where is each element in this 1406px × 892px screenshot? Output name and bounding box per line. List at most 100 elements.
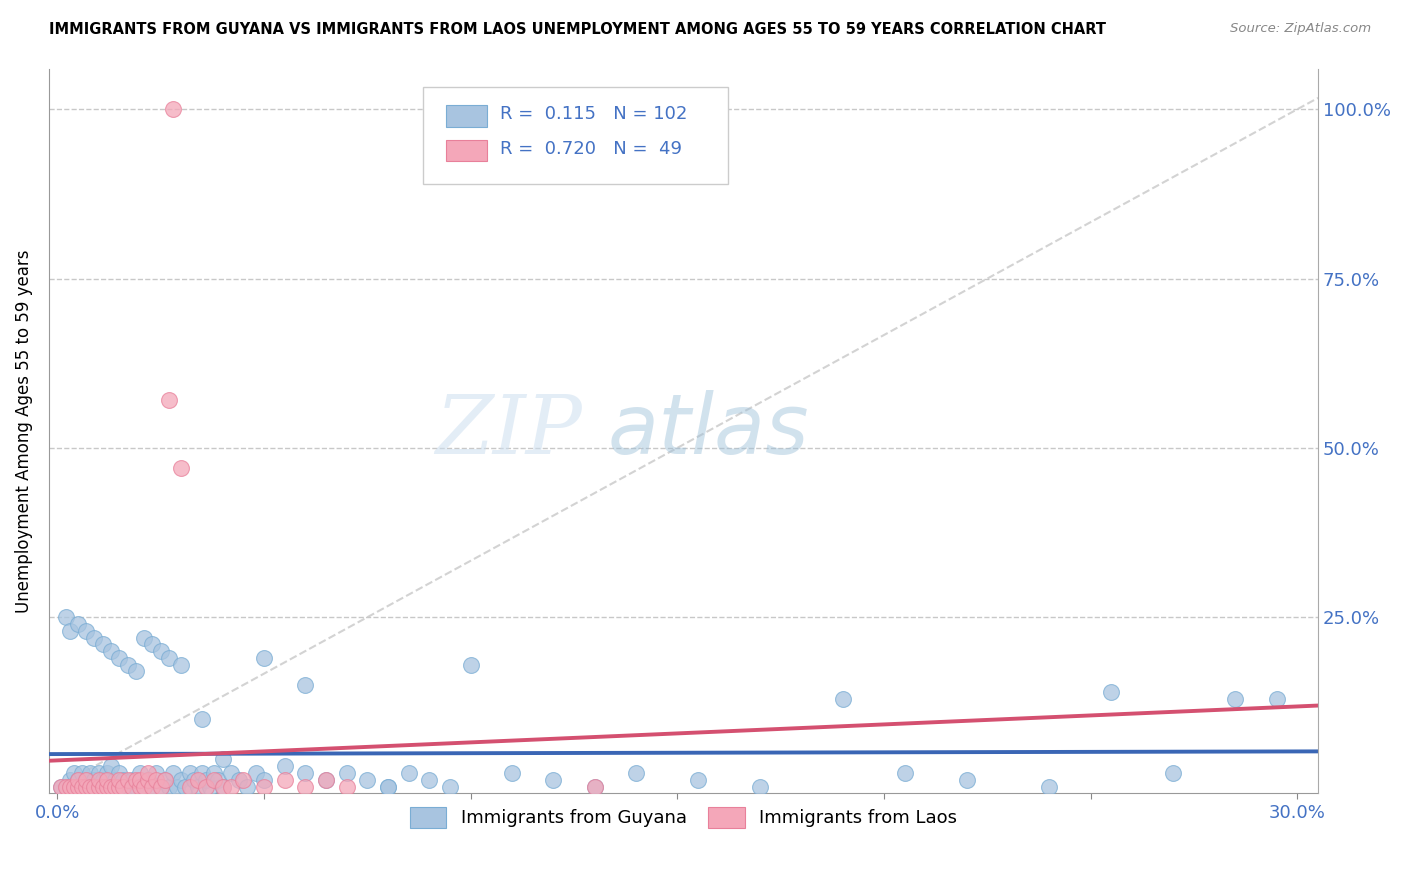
Point — [624, 766, 647, 780]
Point — [75, 624, 97, 638]
Point — [211, 752, 233, 766]
Point — [149, 644, 172, 658]
Point — [136, 766, 159, 780]
Point — [132, 631, 155, 645]
Point — [70, 780, 93, 794]
Point — [141, 780, 163, 794]
Point — [59, 780, 82, 794]
Point — [356, 772, 378, 787]
Point — [153, 772, 176, 787]
Point — [59, 780, 82, 794]
Point — [83, 780, 105, 794]
Point — [418, 772, 440, 787]
Point — [100, 759, 122, 773]
FancyBboxPatch shape — [446, 104, 486, 127]
Point — [70, 766, 93, 780]
Point — [183, 772, 205, 787]
Point — [129, 772, 152, 787]
Point — [59, 624, 82, 638]
Point — [55, 610, 77, 624]
Point — [253, 772, 276, 787]
Point — [79, 780, 101, 794]
Point — [253, 780, 276, 794]
Point — [91, 772, 114, 787]
Text: atlas: atlas — [607, 391, 808, 472]
Point — [583, 780, 606, 794]
Point — [157, 651, 180, 665]
FancyBboxPatch shape — [423, 87, 728, 185]
Point — [170, 772, 193, 787]
Point — [62, 766, 84, 780]
Point — [273, 772, 295, 787]
Point — [170, 461, 193, 475]
Point — [112, 772, 135, 787]
Point — [96, 772, 118, 787]
Point — [195, 772, 218, 787]
Point — [179, 766, 201, 780]
Point — [79, 766, 101, 780]
FancyBboxPatch shape — [446, 139, 486, 161]
Point — [70, 780, 93, 794]
Point — [1163, 766, 1185, 780]
Point — [439, 780, 461, 794]
Point — [51, 780, 73, 794]
Point — [336, 766, 359, 780]
Point — [108, 780, 131, 794]
Legend: Immigrants from Guyana, Immigrants from Laos: Immigrants from Guyana, Immigrants from … — [404, 800, 965, 835]
Point — [96, 780, 118, 794]
Point — [108, 766, 131, 780]
Point — [83, 631, 105, 645]
Point — [117, 772, 139, 787]
Point — [129, 766, 152, 780]
Point — [336, 780, 359, 794]
Point — [51, 780, 73, 794]
Point — [253, 651, 276, 665]
Point — [66, 780, 89, 794]
Point — [91, 780, 114, 794]
Point — [200, 780, 222, 794]
Point — [202, 766, 225, 780]
Point — [117, 657, 139, 672]
Point — [1038, 780, 1060, 794]
Point — [132, 780, 155, 794]
Point — [100, 780, 122, 794]
Point — [831, 691, 853, 706]
Point — [55, 780, 77, 794]
Point — [96, 766, 118, 780]
Point — [583, 780, 606, 794]
Point — [195, 780, 218, 794]
Point — [66, 617, 89, 632]
Point — [129, 780, 152, 794]
Point — [543, 772, 565, 787]
Point — [179, 780, 201, 794]
Point — [59, 772, 82, 787]
Point — [121, 780, 143, 794]
Point — [96, 780, 118, 794]
Point — [1099, 684, 1122, 698]
Point — [112, 780, 135, 794]
Point — [162, 766, 184, 780]
Point — [79, 780, 101, 794]
Point — [153, 772, 176, 787]
Point — [157, 780, 180, 794]
Point — [87, 772, 110, 787]
Point — [83, 772, 105, 787]
Point — [145, 772, 167, 787]
Point — [112, 780, 135, 794]
Point — [1265, 691, 1288, 706]
Point — [187, 772, 209, 787]
Point — [108, 780, 131, 794]
Point — [377, 780, 399, 794]
Point — [893, 766, 915, 780]
Point — [75, 780, 97, 794]
Point — [232, 772, 254, 787]
Point — [104, 780, 127, 794]
Point — [117, 780, 139, 794]
Point — [166, 780, 188, 794]
Point — [501, 766, 523, 780]
Point — [170, 657, 193, 672]
Point — [66, 780, 89, 794]
Point — [228, 772, 250, 787]
Point — [174, 780, 197, 794]
Point — [149, 780, 172, 794]
